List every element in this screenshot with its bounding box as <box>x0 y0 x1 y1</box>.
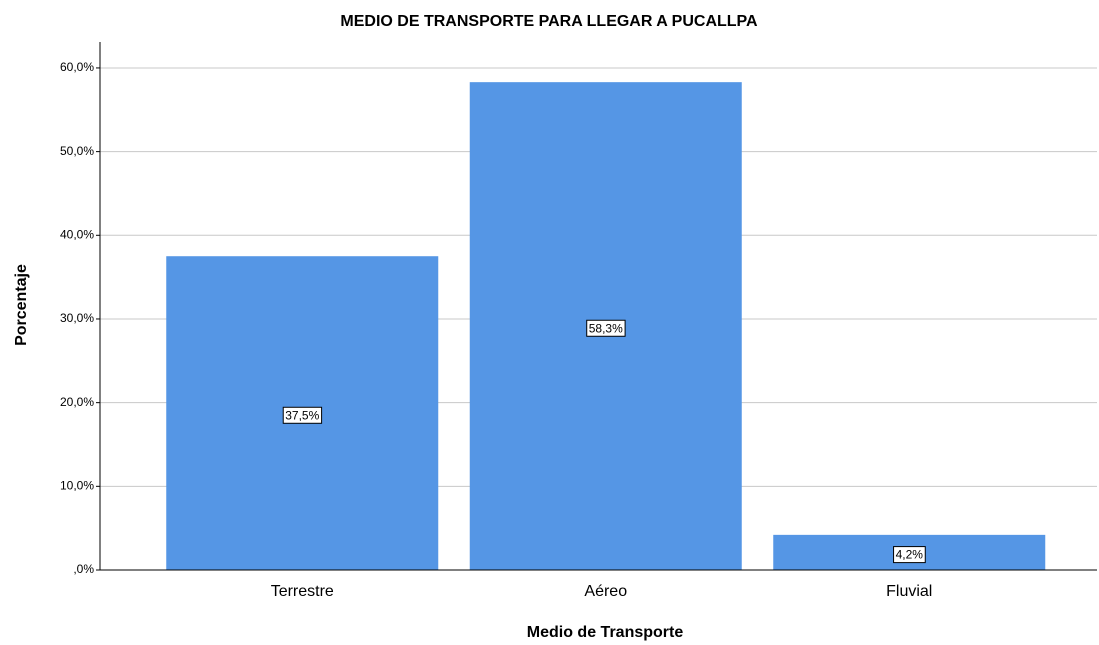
value-label: 37,5% <box>285 408 319 422</box>
value-label: 4,2% <box>896 548 924 562</box>
y-tick-label: 30,0% <box>60 311 94 325</box>
value-label-box <box>586 319 626 337</box>
value-label: 58,3% <box>589 321 623 335</box>
y-tick-label: 20,0% <box>60 395 94 409</box>
x-tick-label: Aéreo <box>584 583 627 600</box>
value-label-box <box>893 546 926 564</box>
y-tick-label: 50,0% <box>60 144 94 158</box>
y-tick-label: 60,0% <box>60 60 94 74</box>
y-axis-label: Porcentaje <box>13 264 30 346</box>
value-label-box <box>282 406 323 424</box>
y-tick-label: ,0% <box>73 562 94 576</box>
x-axis-label: Medio de Transporte <box>527 624 684 641</box>
y-tick-label: 10,0% <box>60 478 94 492</box>
x-tick-label: Fluvial <box>886 583 932 600</box>
chart-title: MEDIO DE TRANSPORTE PARA LLEGAR A PUCALL… <box>340 13 758 30</box>
x-tick-label: Terrestre <box>271 583 334 600</box>
y-tick-label: 40,0% <box>60 227 94 241</box>
